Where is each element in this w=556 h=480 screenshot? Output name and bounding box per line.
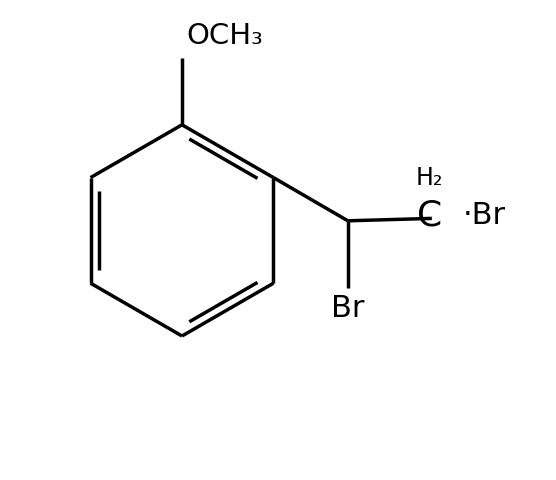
Text: Br: Br: [331, 294, 365, 323]
Text: H₂: H₂: [416, 166, 443, 190]
Text: OCH₃: OCH₃: [187, 23, 264, 50]
Text: ·Br: ·Br: [463, 202, 506, 230]
Text: C: C: [417, 199, 442, 233]
